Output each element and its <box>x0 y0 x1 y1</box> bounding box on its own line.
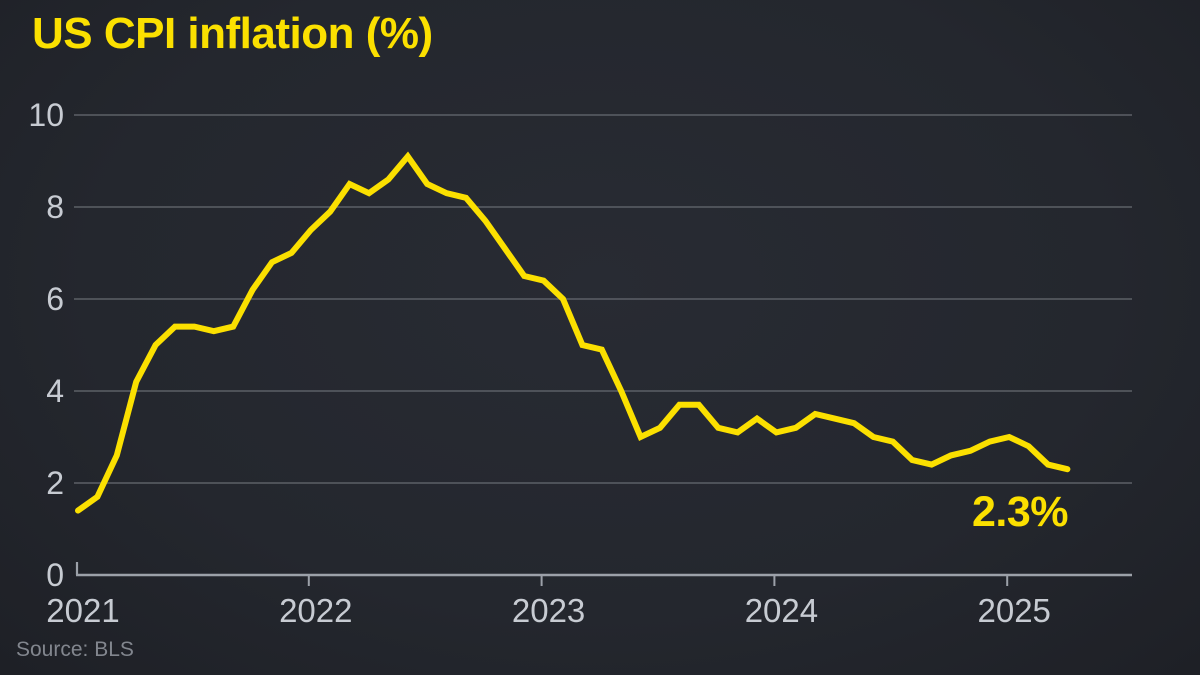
latest-value-annotation: 2.3% <box>972 488 1069 536</box>
chart-title: US CPI inflation (%) <box>32 9 433 58</box>
cpi-inflation-line <box>75 151 1071 514</box>
y-axis-tick-label: 8 <box>46 189 64 225</box>
y-axis-tick-label: 0 <box>46 557 64 593</box>
x-axis-tick-label: 2025 <box>977 592 1050 629</box>
y-axis-tick-label: 2 <box>46 465 64 501</box>
x-axis-tick-label: 2024 <box>745 592 818 629</box>
source-attribution: Source: BLS <box>16 638 134 661</box>
y-axis-tick-label: 10 <box>28 97 64 133</box>
y-axis-tick-label: 4 <box>46 373 64 409</box>
x-axis-tick-label: 2022 <box>279 592 352 629</box>
y-axis-tick-label: 6 <box>46 281 64 317</box>
x-axis-tick-label: 2023 <box>512 592 585 629</box>
x-axis-tick-label: 2021 <box>46 592 119 629</box>
